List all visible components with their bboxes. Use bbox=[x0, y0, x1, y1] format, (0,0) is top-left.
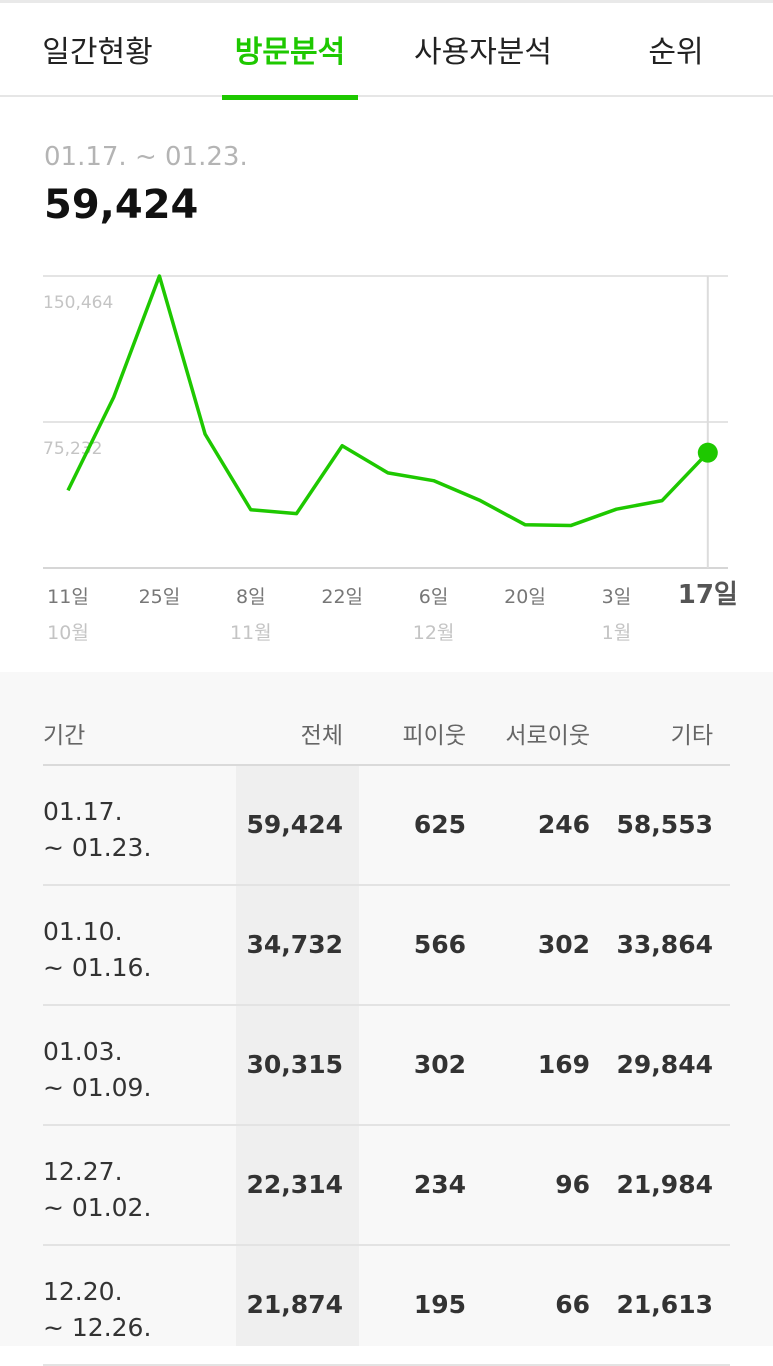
table-row: 01.17.~ 01.23. 59,424 625 246 58,553 bbox=[43, 766, 730, 886]
cell-total: 59,424 bbox=[247, 766, 343, 884]
x-tick-day-label: 22일 bbox=[321, 586, 363, 608]
cell-neighbors: 234 bbox=[414, 1126, 466, 1244]
table-row: 12.20.~ 12.26. 21,874 195 66 21,613 bbox=[43, 1246, 730, 1366]
header-mutual-neighbors: 서로이웃 bbox=[505, 716, 590, 750]
tab-user-analysis[interactable]: 사용자분석 bbox=[400, 3, 566, 98]
x-tick-day-label: 17일 bbox=[678, 580, 738, 610]
cell-mutual-neighbors: 169 bbox=[538, 1006, 590, 1124]
total-visits: 59,424 bbox=[44, 182, 198, 228]
table-row: 12.27.~ 01.02. 22,314 234 96 21,984 bbox=[43, 1126, 730, 1246]
table-row: 01.03.~ 01.09. 30,315 302 169 29,844 bbox=[43, 1006, 730, 1126]
x-tick-month-label: 11월 bbox=[230, 622, 272, 644]
cell-mutual-neighbors: 302 bbox=[538, 886, 590, 1004]
period-end: ~ 01.16. bbox=[43, 950, 151, 986]
tab-visit-analysis[interactable]: 방문분석 bbox=[222, 3, 358, 98]
x-tick-day-label: 20일 bbox=[504, 586, 546, 608]
cell-others: 33,864 bbox=[617, 886, 713, 1004]
period-start: 12.27. bbox=[43, 1154, 151, 1190]
header-neighbors: 피이웃 bbox=[403, 716, 466, 750]
cell-period: 01.03.~ 01.09. bbox=[43, 1034, 151, 1106]
period-end: ~ 12.26. bbox=[43, 1310, 151, 1346]
cell-period: 12.20.~ 12.26. bbox=[43, 1274, 151, 1346]
x-tick-day-label: 3일 bbox=[602, 586, 632, 608]
table-row: 01.10.~ 01.16. 34,732 566 302 33,864 bbox=[43, 886, 730, 1006]
cell-total: 34,732 bbox=[247, 886, 343, 1004]
cell-neighbors: 195 bbox=[414, 1246, 466, 1364]
tab-bar: 일간현황 방문분석 사용자분석 순위 bbox=[0, 0, 773, 97]
visits-series-line bbox=[68, 276, 708, 526]
cell-mutual-neighbors: 96 bbox=[555, 1126, 590, 1244]
cell-others: 29,844 bbox=[617, 1006, 713, 1124]
y-tick-label: 150,464 bbox=[43, 293, 113, 313]
x-tick-day-label: 8일 bbox=[236, 586, 266, 608]
cell-others: 58,553 bbox=[617, 766, 713, 884]
cell-neighbors: 625 bbox=[414, 766, 466, 884]
current-point[interactable] bbox=[698, 443, 718, 463]
cell-neighbors: 302 bbox=[414, 1006, 466, 1124]
cell-period: 01.17.~ 01.23. bbox=[43, 794, 151, 866]
cell-period: 12.27.~ 01.02. bbox=[43, 1154, 151, 1226]
cell-neighbors: 566 bbox=[414, 886, 466, 1004]
tab-ranking[interactable]: 순위 bbox=[630, 3, 722, 98]
cell-period: 01.10.~ 01.16. bbox=[43, 914, 151, 986]
period-end: ~ 01.02. bbox=[43, 1190, 151, 1226]
visit-table: 기간 전체 피이웃 서로이웃 기타 01.17.~ 01.23. 59,424 62… bbox=[0, 672, 773, 1346]
period-start: 12.20. bbox=[43, 1274, 151, 1310]
x-tick-day-label: 11일 bbox=[47, 586, 89, 608]
cell-others: 21,613 bbox=[617, 1246, 713, 1364]
header-total: 전체 bbox=[301, 716, 343, 750]
table-header: 기간 전체 피이웃 서로이웃 기타 bbox=[43, 672, 730, 766]
x-tick-month-label: 10월 bbox=[47, 622, 89, 644]
header-others: 기타 bbox=[671, 716, 713, 750]
period-start: 01.17. bbox=[43, 794, 151, 830]
period-start: 01.03. bbox=[43, 1034, 151, 1070]
x-tick-month-label: 1월 bbox=[602, 622, 632, 644]
date-range: 01.17. ~ 01.23. bbox=[44, 142, 248, 172]
cell-others: 21,984 bbox=[617, 1126, 713, 1244]
cell-mutual-neighbors: 246 bbox=[538, 766, 590, 884]
tab-daily-status[interactable]: 일간현황 bbox=[20, 3, 175, 98]
period-end: ~ 01.09. bbox=[43, 1070, 151, 1106]
cell-total: 22,314 bbox=[247, 1126, 343, 1244]
cell-mutual-neighbors: 66 bbox=[555, 1246, 590, 1364]
period-end: ~ 01.23. bbox=[43, 830, 151, 866]
header-period: 기간 bbox=[43, 716, 85, 750]
x-tick-day-label: 25일 bbox=[139, 586, 181, 608]
x-tick-month-label: 12월 bbox=[413, 622, 455, 644]
x-tick-day-label: 6일 bbox=[419, 586, 449, 608]
period-start: 01.10. bbox=[43, 914, 151, 950]
cell-total: 21,874 bbox=[247, 1246, 343, 1364]
cell-total: 30,315 bbox=[247, 1006, 343, 1124]
